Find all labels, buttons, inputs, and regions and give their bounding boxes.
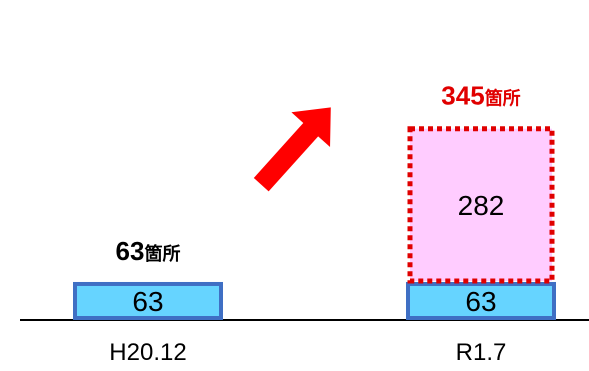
- x-tick-label-r1-7: R1.7: [456, 339, 507, 366]
- total-label-r1-7: 345箇所: [441, 81, 520, 111]
- bar-base-h20-12: [73, 281, 223, 321]
- x-tick-label-h20-12: H20.12: [109, 339, 186, 366]
- bar-value-label-r1-7-base: 63: [465, 286, 496, 317]
- bar-added-r1-7: [407, 126, 555, 284]
- total-label-h20-12: 63箇所: [116, 236, 181, 266]
- bar-base-r1-7: [406, 281, 556, 321]
- up-right-arrow-icon: [253, 107, 331, 192]
- bar-value-label-r1-7-added: 282: [458, 190, 505, 221]
- bar-value-label-h20-12: 63: [132, 286, 163, 317]
